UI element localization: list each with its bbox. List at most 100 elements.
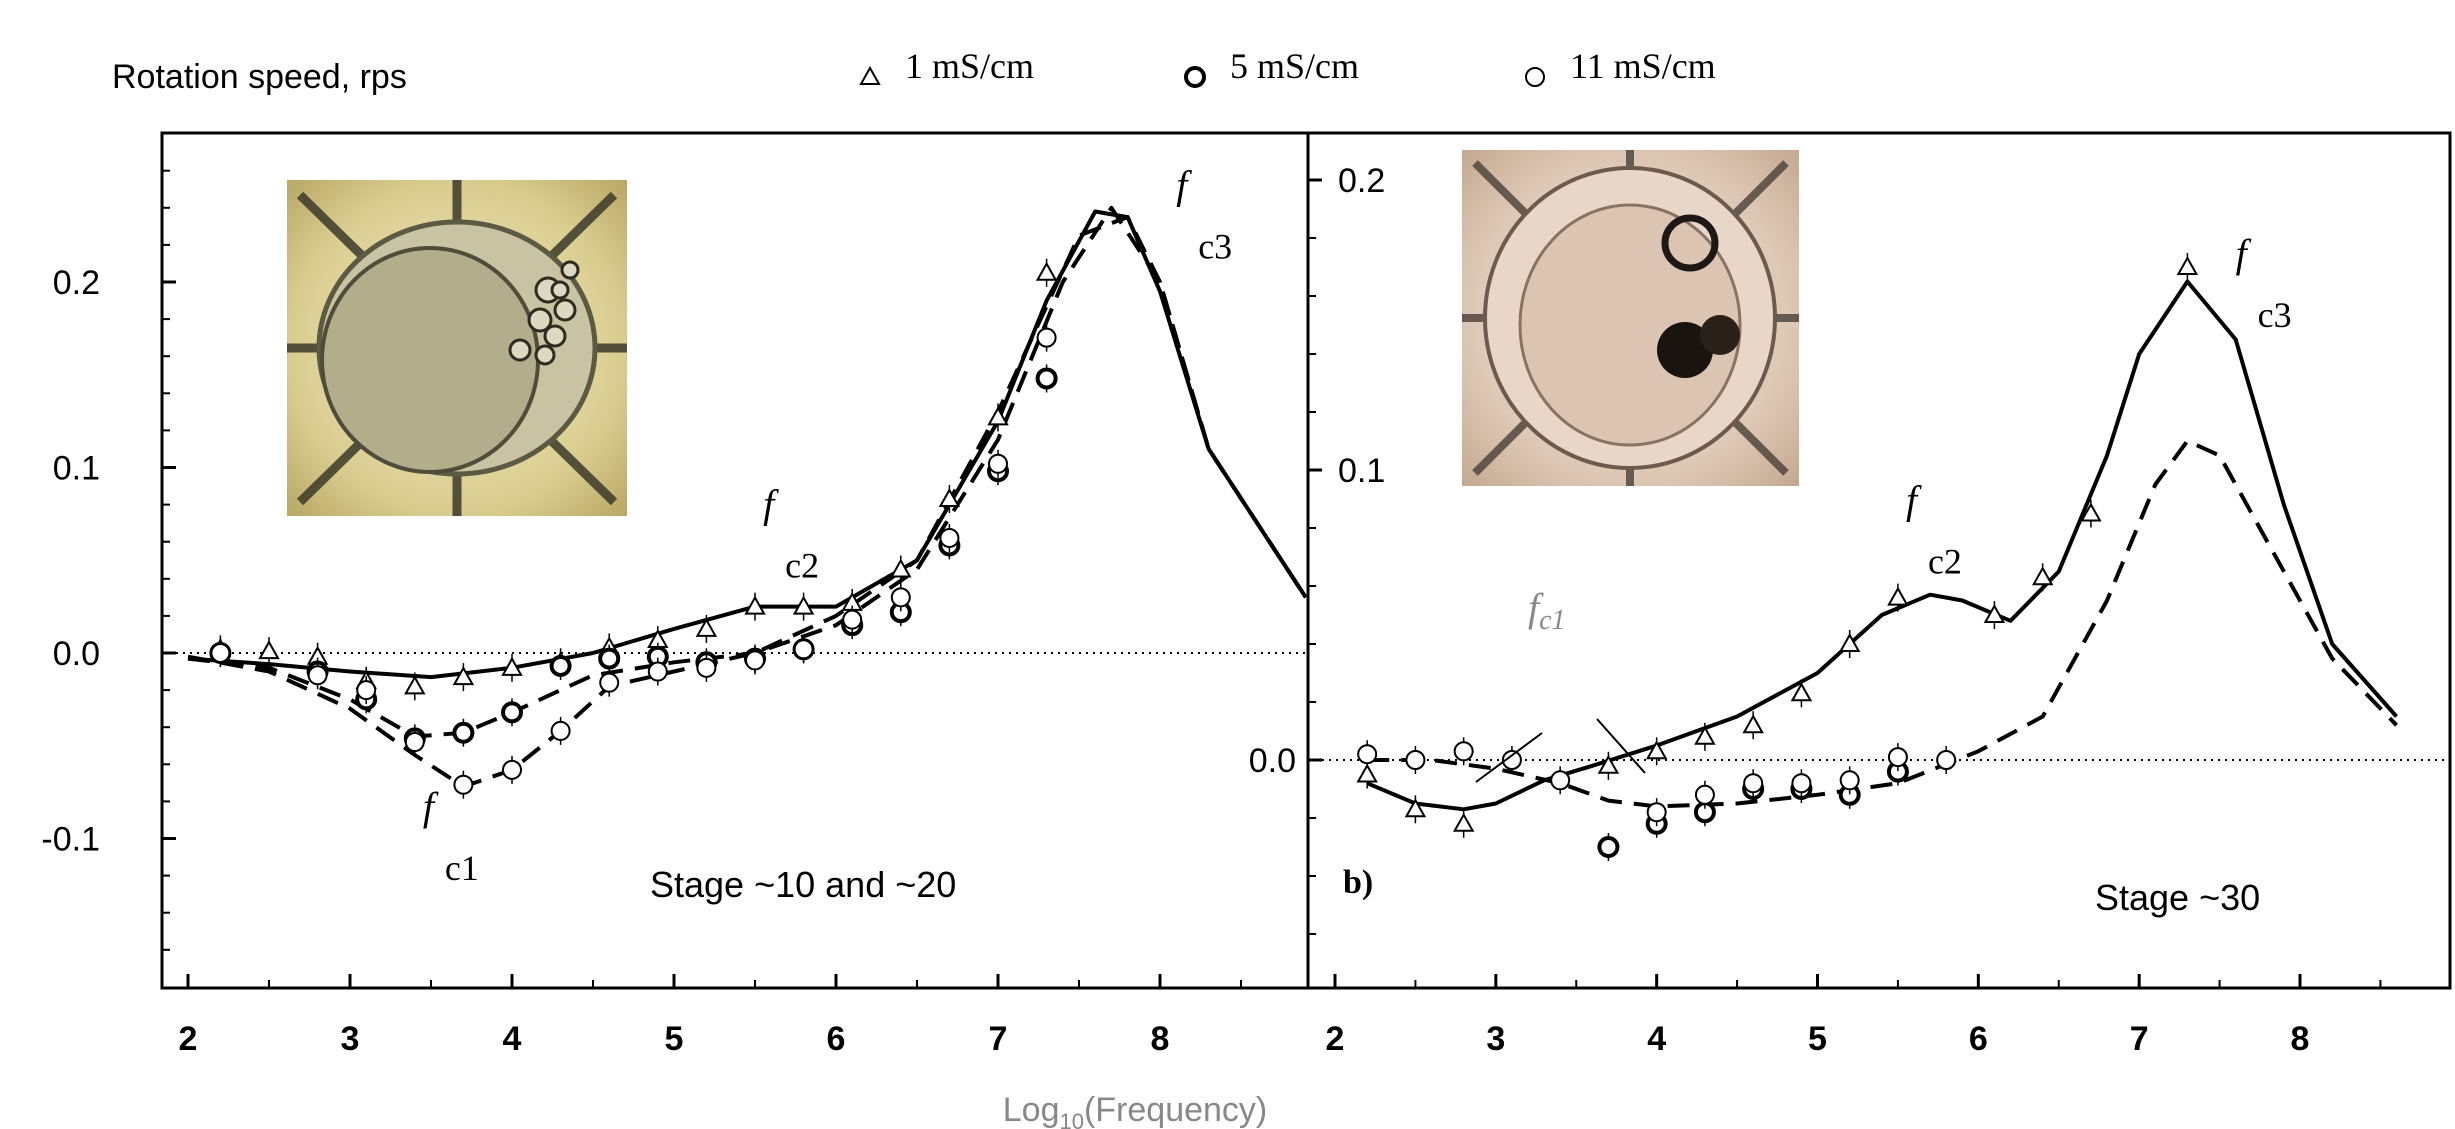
data-point-circle bbox=[404, 732, 425, 753]
data-point-triangle bbox=[744, 595, 766, 615]
data-point-triangle bbox=[1452, 812, 1475, 832]
data-point-triangle bbox=[1983, 603, 2006, 623]
x-tick-label: 6 bbox=[827, 1020, 846, 1058]
data-point-triangle bbox=[987, 406, 1009, 426]
panel-b-frame bbox=[1306, 131, 2452, 990]
x-tick-label: 4 bbox=[503, 1020, 522, 1058]
x-tick-label: 2 bbox=[179, 1020, 198, 1058]
data-point-triangle bbox=[404, 675, 426, 695]
data-point-triangle bbox=[2031, 566, 2054, 586]
y-tick-label: 0.1 bbox=[1338, 452, 1385, 490]
x-tick-label: 8 bbox=[2291, 1020, 2310, 1058]
y-axis-label: Rotation speed, rps bbox=[112, 58, 407, 96]
data-point-circle bbox=[696, 657, 717, 678]
data-point-triangle bbox=[1790, 682, 1813, 702]
data-point-triangle bbox=[890, 558, 912, 578]
data-point-circle bbox=[1791, 773, 1812, 794]
c-subscript-label: c3 bbox=[2258, 295, 2292, 335]
y-tick-label: 0.1 bbox=[53, 450, 100, 488]
c-subscript-label: c3 bbox=[1198, 227, 1232, 267]
stage-annotation: Stage ~10 and ~20 bbox=[650, 864, 956, 905]
data-point-circle bbox=[356, 680, 377, 701]
data-point-triangle bbox=[258, 640, 280, 660]
f-label: f bbox=[763, 482, 779, 527]
data-point-circle bbox=[453, 774, 474, 795]
data-point-circle bbox=[890, 587, 911, 608]
data-point-circle bbox=[1887, 747, 1908, 768]
embryo-photo-b bbox=[1462, 150, 1799, 486]
data-point-circle-bold bbox=[598, 647, 621, 670]
data-point-circle bbox=[502, 759, 522, 780]
panel-label: b) bbox=[1343, 864, 1373, 901]
data-point-circle bbox=[1550, 770, 1571, 791]
x-tick-label: 3 bbox=[341, 1020, 360, 1058]
data-point-circle-bold bbox=[1035, 367, 1058, 390]
y-tick-label: 0.0 bbox=[53, 635, 100, 673]
data-point-circle bbox=[1405, 750, 1426, 770]
f-label: f bbox=[1176, 163, 1192, 208]
data-point-triangle bbox=[1597, 754, 1620, 774]
data-point-circle bbox=[1036, 327, 1057, 348]
legend-label: 1 mS/cm bbox=[905, 46, 1034, 86]
f-label: f bbox=[1906, 478, 1922, 523]
x-tick-label: 3 bbox=[1486, 1020, 1505, 1058]
data-point-triangle bbox=[452, 666, 475, 686]
data-point-triangle bbox=[938, 487, 961, 508]
data-point-circle bbox=[793, 639, 814, 660]
data-point-triangle bbox=[1887, 586, 1909, 606]
curve-dashed-1 bbox=[1367, 439, 2398, 809]
data-point-triangle bbox=[1742, 714, 1764, 734]
data-point-circle bbox=[1839, 770, 1860, 791]
data-point-triangle bbox=[1035, 261, 1058, 281]
data-point-circle bbox=[842, 609, 863, 630]
y-tick-label: -0.1 bbox=[41, 821, 100, 859]
data-point-circle bbox=[550, 720, 571, 741]
stage-annotation: Stage ~30 bbox=[2095, 877, 2260, 918]
x-tick-label: 8 bbox=[1151, 1020, 1170, 1058]
x-tick-label: 6 bbox=[1969, 1020, 1988, 1058]
data-point-triangle bbox=[2176, 255, 2199, 275]
x-axis-label: Log10(Frequency) bbox=[1003, 1091, 1268, 1129]
f-label: f bbox=[2236, 231, 2252, 276]
data-point-circle bbox=[647, 661, 668, 682]
legend-label: 11 mS/cm bbox=[1570, 46, 1716, 86]
x-tick-label: 4 bbox=[1647, 1020, 1666, 1058]
fc1-marker-line bbox=[1596, 718, 1646, 774]
fc1-marker-line bbox=[1475, 732, 1543, 783]
y-tick-label: 0.2 bbox=[53, 264, 100, 302]
data-point-circle bbox=[939, 527, 960, 548]
data-point-circle-bold bbox=[501, 701, 523, 724]
data-point-triangle bbox=[695, 617, 718, 637]
c-subscript-label: c2 bbox=[1928, 542, 1962, 582]
data-point-triangle bbox=[501, 656, 523, 676]
data-point-circle bbox=[1453, 741, 1474, 762]
data-point-triangle bbox=[1356, 763, 1378, 783]
legend-symbol-circle bbox=[1525, 67, 1545, 87]
data-point-triangle bbox=[1694, 725, 1716, 745]
legend-symbol-circle-bold bbox=[1184, 66, 1206, 88]
embryo-photo-a bbox=[287, 180, 627, 516]
data-point-circle-bold bbox=[549, 654, 572, 677]
data-point-circle bbox=[599, 672, 620, 693]
x-tick-label: 5 bbox=[665, 1020, 684, 1058]
x-tick-label: 7 bbox=[2130, 1020, 2149, 1058]
y-tick-label: 0.0 bbox=[1249, 742, 1296, 780]
data-point-circle bbox=[1357, 744, 1378, 765]
data-point-circle-bold bbox=[452, 721, 475, 744]
legend-label: 5 mS/cm bbox=[1230, 46, 1359, 86]
data-point-circle bbox=[1936, 750, 1957, 770]
x-tick-label: 2 bbox=[1326, 1020, 1345, 1058]
data-point-circle bbox=[988, 453, 1008, 474]
data-point-triangle bbox=[1838, 632, 1861, 652]
curve-solid-0 bbox=[1366, 279, 2398, 812]
x-tick-label: 5 bbox=[1808, 1020, 1827, 1058]
data-point-circle-bold bbox=[1597, 836, 1620, 858]
data-point-circle bbox=[210, 643, 231, 663]
data-point-circle bbox=[1694, 784, 1715, 805]
f-label: f bbox=[423, 784, 439, 829]
data-point-circle bbox=[1501, 750, 1522, 770]
data-point-triangle bbox=[1404, 798, 1427, 818]
